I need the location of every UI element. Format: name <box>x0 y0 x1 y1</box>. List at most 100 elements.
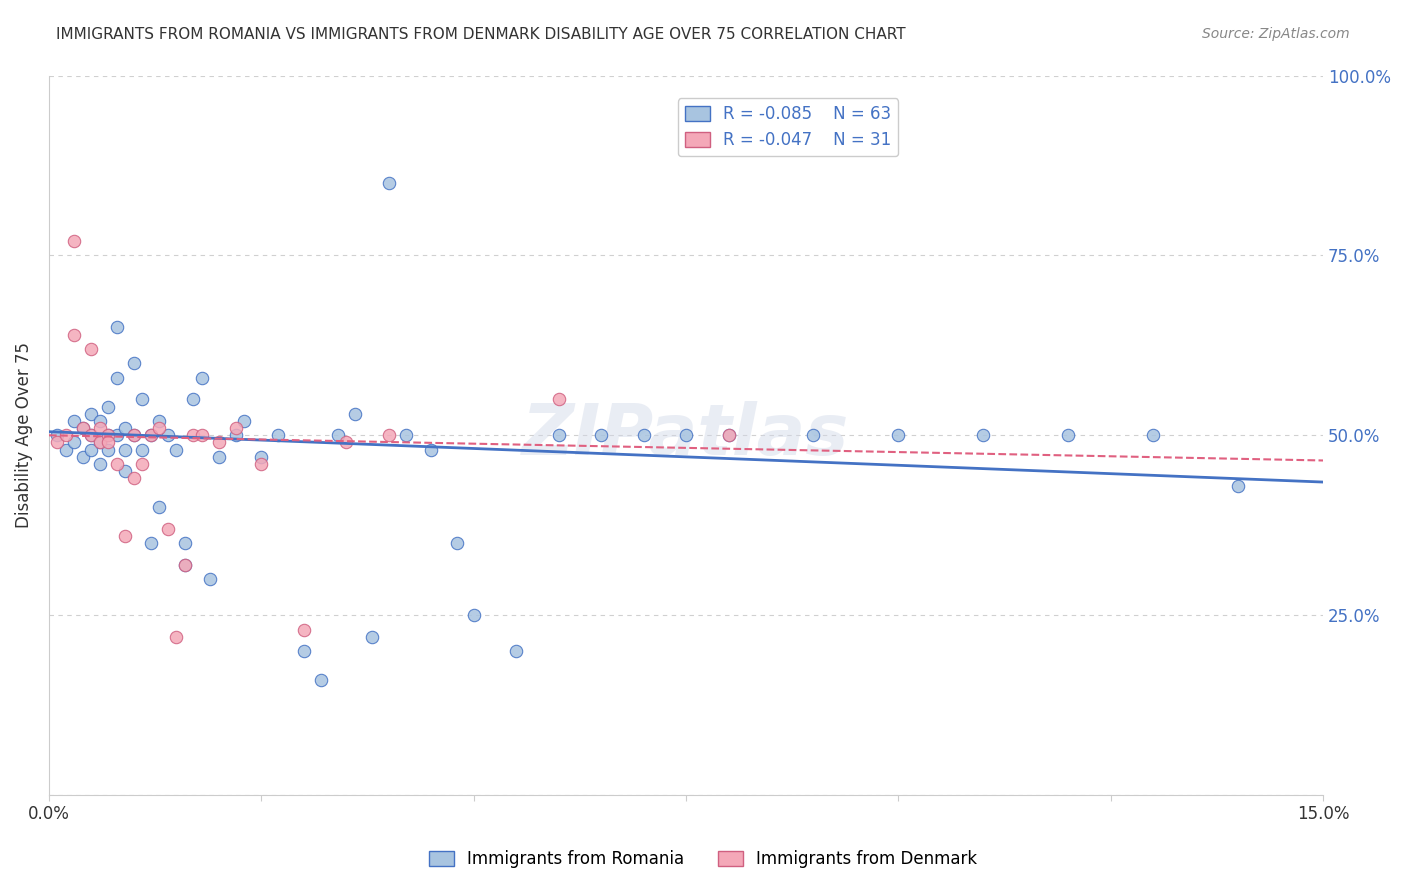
Point <box>114 529 136 543</box>
Point <box>208 450 231 464</box>
Point <box>148 414 170 428</box>
Point <box>63 234 86 248</box>
Point <box>173 558 195 572</box>
Point <box>80 407 103 421</box>
Point <box>1057 428 1080 442</box>
Point <box>173 536 195 550</box>
Point <box>1227 478 1250 492</box>
Legend: Immigrants from Romania, Immigrants from Denmark: Immigrants from Romania, Immigrants from… <box>422 844 984 875</box>
Point <box>191 428 214 442</box>
Point <box>89 435 111 450</box>
Point <box>97 435 120 450</box>
Point <box>114 421 136 435</box>
Point <box>675 428 697 442</box>
Point <box>63 435 86 450</box>
Point <box>225 421 247 435</box>
Point <box>173 558 195 572</box>
Point <box>377 177 399 191</box>
Point <box>165 630 187 644</box>
Point <box>131 442 153 457</box>
Y-axis label: Disability Age Over 75: Disability Age Over 75 <box>15 343 32 528</box>
Point <box>547 392 569 407</box>
Point <box>208 435 231 450</box>
Point <box>105 428 128 442</box>
Point <box>122 428 145 442</box>
Point <box>309 673 332 687</box>
Point <box>148 500 170 515</box>
Point <box>89 414 111 428</box>
Point <box>803 428 825 442</box>
Point <box>122 428 145 442</box>
Point <box>63 414 86 428</box>
Text: Source: ZipAtlas.com: Source: ZipAtlas.com <box>1202 27 1350 41</box>
Point <box>46 435 69 450</box>
Point <box>420 442 443 457</box>
Point <box>292 623 315 637</box>
Point <box>148 421 170 435</box>
Point <box>972 428 994 442</box>
Point <box>377 428 399 442</box>
Point <box>139 428 162 442</box>
Point <box>250 450 273 464</box>
Point <box>80 442 103 457</box>
Point <box>139 536 162 550</box>
Point <box>191 370 214 384</box>
Point <box>335 435 357 450</box>
Point <box>360 630 382 644</box>
Point <box>105 370 128 384</box>
Point <box>72 421 94 435</box>
Point <box>89 421 111 435</box>
Point <box>97 442 120 457</box>
Point <box>1142 428 1164 442</box>
Point <box>89 457 111 471</box>
Point <box>547 428 569 442</box>
Point <box>55 428 77 442</box>
Point <box>463 608 485 623</box>
Point <box>122 471 145 485</box>
Point <box>80 428 103 442</box>
Legend: R = -0.085    N = 63, R = -0.047    N = 31: R = -0.085 N = 63, R = -0.047 N = 31 <box>678 98 898 156</box>
Point <box>165 442 187 457</box>
Point <box>887 428 910 442</box>
Point <box>395 428 418 442</box>
Point <box>200 572 222 586</box>
Point <box>183 392 205 407</box>
Point <box>97 400 120 414</box>
Point <box>250 457 273 471</box>
Point <box>591 428 613 442</box>
Point <box>114 464 136 478</box>
Point <box>89 435 111 450</box>
Point <box>233 414 256 428</box>
Point <box>72 450 94 464</box>
Point <box>105 457 128 471</box>
Point <box>122 356 145 370</box>
Point <box>80 428 103 442</box>
Point <box>267 428 290 442</box>
Point <box>505 644 527 658</box>
Point <box>46 428 69 442</box>
Point <box>97 428 120 442</box>
Point <box>80 342 103 356</box>
Point <box>139 428 162 442</box>
Point <box>131 392 153 407</box>
Point <box>446 536 468 550</box>
Point <box>292 644 315 658</box>
Point <box>225 428 247 442</box>
Point <box>55 442 77 457</box>
Point <box>717 428 740 442</box>
Point <box>156 428 179 442</box>
Point <box>183 428 205 442</box>
Point <box>633 428 655 442</box>
Point <box>717 428 740 442</box>
Point <box>114 442 136 457</box>
Text: ZIPatlas: ZIPatlas <box>523 401 849 470</box>
Point <box>97 428 120 442</box>
Point <box>156 522 179 536</box>
Point <box>326 428 349 442</box>
Point <box>72 421 94 435</box>
Point <box>343 407 366 421</box>
Point <box>131 457 153 471</box>
Text: IMMIGRANTS FROM ROMANIA VS IMMIGRANTS FROM DENMARK DISABILITY AGE OVER 75 CORREL: IMMIGRANTS FROM ROMANIA VS IMMIGRANTS FR… <box>56 27 905 42</box>
Point <box>63 327 86 342</box>
Point <box>105 320 128 334</box>
